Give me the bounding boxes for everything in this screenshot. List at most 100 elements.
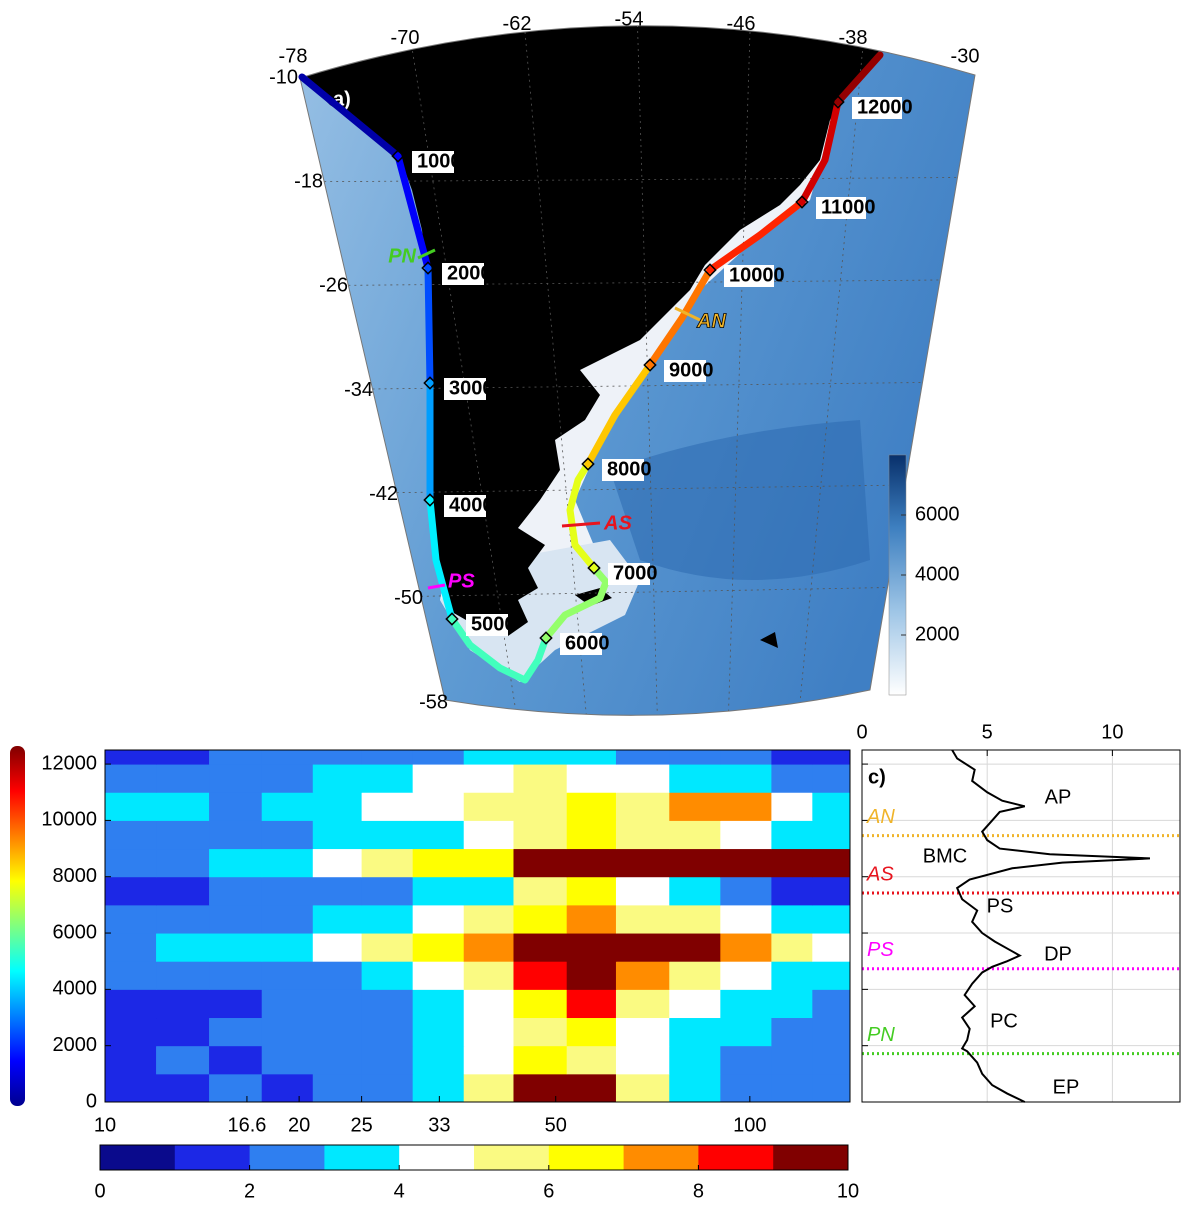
- heatmap-cell: [209, 933, 263, 962]
- lat-tick-label: -18: [294, 170, 323, 192]
- colorbar-tick-label: 4000: [915, 563, 960, 585]
- heatmap-cell: [615, 1017, 670, 1047]
- heatmap-cell: [463, 904, 514, 934]
- heatmap-cell: [566, 848, 617, 878]
- parallel: [348, 279, 941, 286]
- colorbar-swatch: [174, 1145, 251, 1170]
- track: [566, 460, 598, 572]
- track-label-box: [444, 378, 486, 400]
- section-line: [427, 583, 446, 590]
- heatmap-cell: [720, 750, 772, 765]
- heatmap-cell: [771, 876, 813, 906]
- colorbar-tick-label: 0: [94, 1180, 105, 1202]
- heatmap-cell: [771, 764, 813, 793]
- heatmap-cell: [463, 750, 514, 765]
- heatmap-cell: [812, 961, 851, 990]
- colorbar-swatch: [474, 1145, 550, 1170]
- heatmap-cell: [105, 876, 157, 906]
- heatmap-cell: [209, 1017, 263, 1047]
- heatmap-cell: [156, 876, 210, 906]
- heatmap-cell: [412, 792, 465, 821]
- shelf: [440, 100, 835, 682]
- heatmap-cell: [812, 1045, 851, 1075]
- annotation: AP: [1045, 786, 1072, 808]
- heatmap-cell: [312, 820, 363, 850]
- y-tick-label: 8000: [53, 865, 98, 887]
- colorbar-tick-label: 2000: [915, 623, 960, 645]
- annotation: EP: [1053, 1076, 1080, 1098]
- colorbar-frame: [99, 1144, 849, 1171]
- lon-tick-label: -46: [727, 13, 756, 35]
- section-line: [674, 306, 701, 322]
- heatmap-cell: [463, 1045, 514, 1075]
- profile-line: [951, 749, 1151, 1103]
- colorbar-swatch: [100, 1145, 176, 1170]
- meridian: [727, 31, 751, 716]
- heatmap-cell: [463, 820, 514, 850]
- track-marker: [581, 457, 595, 471]
- heatmap-cell: [513, 848, 568, 878]
- heatmap-cell: [771, 1017, 813, 1047]
- section-line: [417, 248, 436, 260]
- heatmap-cell: [412, 1073, 465, 1103]
- colorbar-tick-label: 6: [543, 1180, 554, 1202]
- panel-label: c): [868, 766, 886, 788]
- heatmap-cell: [156, 750, 210, 765]
- heatmap-cell: [669, 989, 721, 1019]
- track-marker: [539, 631, 553, 645]
- heatmap-cell: [513, 1073, 568, 1103]
- heatmap-cell: [615, 876, 670, 906]
- heatmap-cell: [412, 933, 465, 962]
- heatmap-cell: [209, 792, 263, 821]
- heatmap-cell: [156, 1045, 210, 1075]
- heatmap-cell: [361, 750, 414, 765]
- heatmap-cell: [812, 989, 851, 1019]
- lon-tick-label: -70: [391, 27, 420, 49]
- heatmap-cell: [412, 876, 465, 906]
- heatmap-cell: [412, 750, 465, 765]
- heatmap-cell: [463, 989, 514, 1019]
- heatmap-cell: [312, 989, 363, 1019]
- heatmap-cell: [513, 876, 568, 906]
- lon-tick-label: -30: [951, 45, 980, 67]
- heatmap-cell: [261, 848, 314, 878]
- heatmap-cell: [105, 792, 157, 821]
- y-tick-label: 10000: [41, 809, 97, 831]
- track: [394, 152, 432, 272]
- heatmap-cell: [261, 792, 314, 821]
- track-label-box: [442, 263, 484, 285]
- heatmap-cell: [720, 1045, 772, 1075]
- heatmap-cell: [261, 1045, 314, 1075]
- heatmap-cell: [615, 904, 670, 934]
- heatmap-cell: [105, 764, 157, 793]
- heatmap-cell: [312, 933, 363, 962]
- track-marker: [795, 195, 809, 209]
- heatmap-cell: [261, 961, 314, 990]
- lon-tick-label: -38: [839, 27, 868, 49]
- parallel: [396, 484, 906, 494]
- heatmap-cell: [156, 1017, 210, 1047]
- heatmap-cell: [312, 792, 363, 821]
- heatmap-cell: [105, 1017, 157, 1047]
- heatmap-cell: [771, 989, 813, 1019]
- track: [448, 615, 550, 684]
- heatmap-cell: [156, 848, 210, 878]
- meridian: [524, 31, 588, 716]
- heatmap-cell: [361, 848, 414, 878]
- track: [424, 264, 434, 387]
- heatmap-cell: [669, 764, 721, 793]
- heatmap-cell: [209, 876, 263, 906]
- x-tick-label: 50: [545, 1114, 567, 1136]
- section-label: PN: [867, 1024, 895, 1046]
- x-tick-label: 0: [856, 721, 867, 743]
- heatmap-cell: [513, 764, 568, 793]
- x-tick-label: 16.6: [227, 1114, 266, 1136]
- heatmap-cell: [312, 848, 363, 878]
- heatmap-cell: [720, 989, 772, 1019]
- heatmap-cell: [261, 1017, 314, 1047]
- heatmap-cell: [412, 961, 465, 990]
- heatmap-cell: [156, 792, 210, 821]
- heatmap-cell: [566, 820, 617, 850]
- annotation: PS: [987, 895, 1014, 917]
- track-label-box: [724, 265, 774, 287]
